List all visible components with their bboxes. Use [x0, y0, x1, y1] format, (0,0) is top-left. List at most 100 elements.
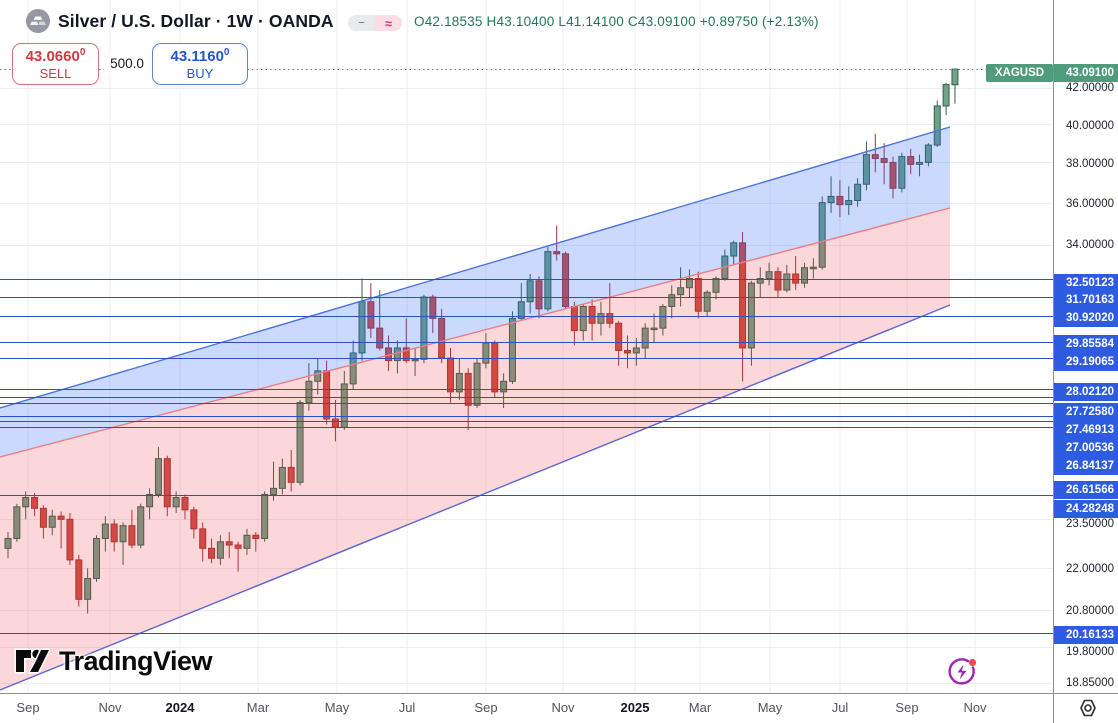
- price-axis-tick: 34.00000: [1066, 239, 1114, 251]
- candle-body: [924, 144, 932, 163]
- price-axis-tick: 19.80000: [1066, 646, 1114, 658]
- time-axis-tick: Jul: [831, 700, 849, 715]
- series-label-badge[interactable]: XAGUSD: [986, 64, 1053, 82]
- candle-body: [13, 506, 21, 540]
- candle-body: [4, 538, 12, 549]
- candle-body: [376, 327, 384, 349]
- time-axis-tick: 2025: [620, 700, 650, 715]
- candle-body: [933, 105, 941, 146]
- price-axis-tick: 22.00000: [1066, 563, 1114, 575]
- symbol-title[interactable]: Silver / U.S. Dollar · 1W · OANDA: [58, 11, 334, 31]
- candle-body: [615, 322, 623, 351]
- price-level-label: 26.61566: [1054, 481, 1118, 499]
- price-axis[interactable]: USD 42.0000040.0000038.0000036.0000034.0…: [1054, 0, 1118, 693]
- candle-body: [411, 358, 419, 362]
- tradingview-logo-text: TradingView: [59, 645, 213, 676]
- candle-body: [544, 251, 552, 310]
- candle-body: [951, 68, 959, 86]
- candle-body: [367, 301, 375, 329]
- candle-body: [137, 506, 145, 546]
- candle-body: [66, 518, 74, 561]
- silver-coin-icon: [26, 9, 50, 33]
- price-level-label: 29.85584: [1054, 335, 1118, 353]
- candle-body: [216, 541, 224, 559]
- candle-body: [181, 497, 189, 511]
- candle-body: [730, 242, 738, 257]
- candle-body: [668, 294, 676, 307]
- candle-body: [349, 352, 357, 385]
- channel-lower-line: [0, 304, 951, 691]
- tradingview-logo[interactable]: TradingView: [14, 645, 213, 677]
- candle-body: [517, 301, 525, 319]
- time-axis-tick: Mar: [688, 700, 712, 715]
- time-axis-tick: Nov: [98, 700, 122, 715]
- axis-corner: [1054, 694, 1118, 723]
- candle-body: [402, 347, 410, 362]
- candle-body: [845, 200, 853, 206]
- candle-body: [756, 278, 764, 284]
- candle-body: [809, 266, 817, 270]
- candle-body: [588, 305, 596, 324]
- candle-body: [287, 466, 295, 483]
- candle-body: [553, 251, 561, 255]
- candle-body: [526, 280, 534, 303]
- indicator-toggle-pills[interactable]: − ≈: [348, 15, 402, 31]
- price-level-label: 30.92020: [1054, 309, 1118, 327]
- candle-body: [703, 291, 711, 312]
- tradingview-mark-icon: [14, 648, 50, 674]
- scale-settings-gear-icon[interactable]: [1076, 696, 1100, 720]
- lightning-alert-icon[interactable]: [944, 654, 980, 690]
- candle-body: [31, 497, 39, 509]
- price-chart-canvas[interactable]: [0, 0, 1054, 693]
- price-axis-border: [1053, 0, 1054, 723]
- candle-body: [747, 282, 755, 349]
- candle-body: [455, 372, 463, 393]
- price-level-label: 27.72580: [1054, 403, 1118, 421]
- candle-body: [632, 347, 640, 354]
- candle-body: [508, 317, 516, 382]
- candle-body: [624, 349, 631, 354]
- candle-body: [597, 313, 605, 324]
- candle-body: [836, 195, 844, 206]
- candle-body: [75, 559, 83, 600]
- candle-body: [93, 538, 100, 579]
- candle-body: [801, 267, 808, 284]
- price-level-label: 27.00536: [1054, 439, 1118, 457]
- ohlc-readout: O42.18535 H43.10400 L41.14100 C43.09100 …: [414, 14, 819, 29]
- spread-value: 500.0: [104, 55, 150, 73]
- time-axis[interactable]: Sep Nov 2024 Mar May Jul Sep Nov 2025 Mar May Jul Se…: [0, 694, 1054, 723]
- time-axis-tick: Jul: [398, 700, 416, 715]
- time-axis-tick: 2024: [165, 700, 195, 715]
- time-axis-border: [0, 693, 1118, 694]
- minimize-pill-button[interactable]: −: [348, 15, 375, 31]
- time-axis-tick: Nov: [551, 700, 575, 715]
- candle-body: [641, 327, 649, 349]
- candle-body: [500, 380, 508, 393]
- time-axis-tick: Sep: [895, 700, 919, 715]
- price-axis-tick: 23.50000: [1066, 518, 1114, 530]
- candle-body: [278, 466, 286, 489]
- candle-body: [862, 154, 870, 185]
- candle-body: [296, 402, 304, 483]
- candle-body: [739, 242, 747, 349]
- candle-body: [146, 493, 154, 508]
- candle-body: [871, 154, 879, 160]
- channel-middle-line: [0, 207, 951, 458]
- sell-button[interactable]: 43.06600 SELL: [12, 43, 99, 85]
- time-axis-tick: Mar: [246, 700, 270, 715]
- candle-body: [827, 195, 835, 204]
- buy-price: 43.11600: [170, 47, 230, 66]
- candle-body: [199, 528, 207, 549]
- candle-body: [48, 515, 56, 528]
- candle-body: [774, 271, 782, 291]
- candle-body: [889, 161, 897, 189]
- buy-label: BUY: [186, 65, 214, 81]
- candle-body: [712, 278, 720, 293]
- price-axis-tick: 38.00000: [1066, 158, 1114, 170]
- buy-button[interactable]: 43.11600 BUY: [152, 43, 248, 85]
- sell-price: 43.06600: [25, 47, 86, 66]
- candle-body: [818, 202, 826, 268]
- time-axis-tick: May: [757, 700, 783, 715]
- approx-pill-button[interactable]: ≈: [375, 15, 402, 31]
